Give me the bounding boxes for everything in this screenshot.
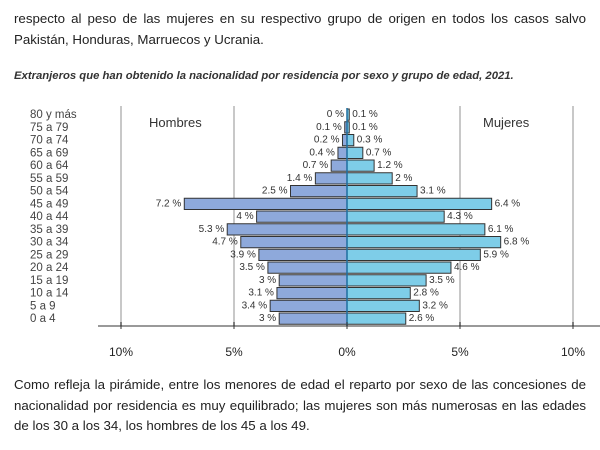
data-label-hombres: 3 % (259, 313, 276, 324)
age-group-label: 15 a 19 (30, 275, 68, 287)
data-label-mujeres: 2 % (395, 173, 412, 184)
bar-hombres (226, 223, 348, 236)
bar-mujeres (346, 299, 420, 312)
data-label-mujeres: 4.3 % (447, 211, 473, 222)
data-label-hombres: 3.9 % (230, 249, 256, 260)
bar-hombres (267, 261, 348, 274)
data-label-hombres: 0 % (327, 109, 344, 120)
x-tick-label: 10% (109, 345, 133, 359)
data-label-mujeres: 6.8 % (504, 237, 530, 248)
bar-hombres (258, 248, 348, 261)
bar-mujeres (346, 223, 486, 236)
data-label-hombres: 0.7 % (303, 160, 329, 171)
data-label-hombres: 3 % (259, 275, 276, 286)
data-label-mujeres: 3.5 % (429, 275, 455, 286)
age-group-label: 50 a 54 (30, 186, 69, 198)
data-label-hombres: 7.2 % (156, 198, 182, 209)
age-group-label: 35 a 39 (30, 224, 68, 236)
bar-hombres (314, 172, 348, 185)
bar-hombres (330, 159, 348, 172)
bar-mujeres (346, 172, 393, 185)
data-label-hombres: 4 % (236, 211, 253, 222)
data-label-mujeres: 0.1 % (352, 109, 378, 120)
data-label-mujeres: 1.2 % (377, 160, 403, 171)
age-group-label: 5 a 9 (30, 300, 56, 312)
age-group-label: 80 y más (30, 109, 77, 121)
data-label-mujeres: 4.6 % (454, 262, 480, 273)
series-label-mujeres: Mujeres (483, 115, 530, 130)
bar-hombres (240, 236, 348, 249)
data-label-mujeres: 3.2 % (422, 300, 448, 311)
data-label-mujeres: 2.8 % (413, 288, 439, 299)
data-label-mujeres: 0.1 % (352, 122, 378, 133)
data-label-mujeres: 0.7 % (366, 147, 392, 158)
age-group-label: 75 a 79 (30, 122, 68, 134)
data-label-hombres: 1.4 % (287, 173, 313, 184)
population-pyramid-chart: Hombres Mujeres 80 y más 0 % 0.1 % 75 a 79 0.1… (30, 106, 600, 359)
bar-mujeres (346, 210, 445, 223)
age-group-label: 25 a 29 (30, 249, 68, 261)
series-label-hombres: Hombres (149, 115, 202, 130)
bar-hombres (276, 287, 348, 300)
data-label-hombres: 2.5 % (262, 186, 288, 197)
age-group-label: 0 a 4 (30, 313, 56, 325)
data-label-hombres: 3.1 % (248, 288, 274, 299)
data-label-hombres: 5.3 % (199, 224, 225, 235)
data-label-mujeres: 6.1 % (488, 224, 514, 235)
x-tick-label: 10% (561, 345, 585, 359)
bar-mujeres (346, 274, 427, 287)
x-tick-label: 0% (338, 345, 356, 359)
data-label-hombres: 0.4 % (309, 147, 335, 158)
data-label-mujeres: 6.4 % (495, 198, 521, 209)
age-group-label: 45 a 49 (30, 198, 68, 210)
age-group-label: 20 a 24 (30, 262, 69, 274)
bar-mujeres (346, 287, 411, 300)
age-group-label: 10 a 14 (30, 288, 69, 300)
bar-mujeres (346, 185, 418, 198)
data-label-hombres: 3.4 % (242, 300, 268, 311)
age-group-label: 70 a 74 (30, 135, 69, 147)
bar-hombres (337, 146, 348, 159)
intro-paragraph: respecto al peso de las mujeres en su re… (14, 11, 586, 47)
x-tick-label: 5% (225, 345, 243, 359)
bar-hombres (256, 210, 348, 223)
bar-hombres (269, 299, 348, 312)
data-label-mujeres: 5.9 % (483, 249, 509, 260)
data-label-hombres: 0.2 % (314, 135, 340, 146)
age-group-label: 40 a 44 (30, 211, 69, 223)
age-group-label: 55 a 59 (30, 173, 68, 185)
bar-mujeres (346, 248, 481, 261)
bar-mujeres (346, 134, 355, 147)
bar-mujeres (346, 312, 407, 325)
data-label-mujeres: 0.3 % (357, 135, 383, 146)
bar-mujeres (346, 236, 502, 249)
bar-hombres (290, 185, 348, 198)
data-label-mujeres: 3.1 % (420, 186, 446, 197)
bar-hombres (183, 197, 348, 210)
data-label-mujeres: 2.6 % (409, 313, 435, 324)
chart-caption: Extranjeros que han obtenido la nacional… (14, 70, 514, 82)
age-group-label: 65 a 69 (30, 147, 68, 159)
bar-hombres (278, 274, 348, 287)
data-label-hombres: 0.1 % (316, 122, 342, 133)
bar-hombres (278, 312, 348, 325)
outro-paragraph: Como refleja la pirámide, entre los meno… (14, 377, 586, 433)
age-group-label: 60 a 64 (30, 160, 69, 172)
bar-mujeres (346, 261, 452, 274)
bar-mujeres (346, 197, 493, 210)
data-label-hombres: 3.5 % (239, 262, 265, 273)
bar-mujeres (346, 146, 364, 159)
data-label-hombres: 4.7 % (212, 237, 238, 248)
age-group-label: 30 a 34 (30, 237, 69, 249)
x-tick-label: 5% (451, 345, 469, 359)
bar-mujeres (346, 159, 375, 172)
